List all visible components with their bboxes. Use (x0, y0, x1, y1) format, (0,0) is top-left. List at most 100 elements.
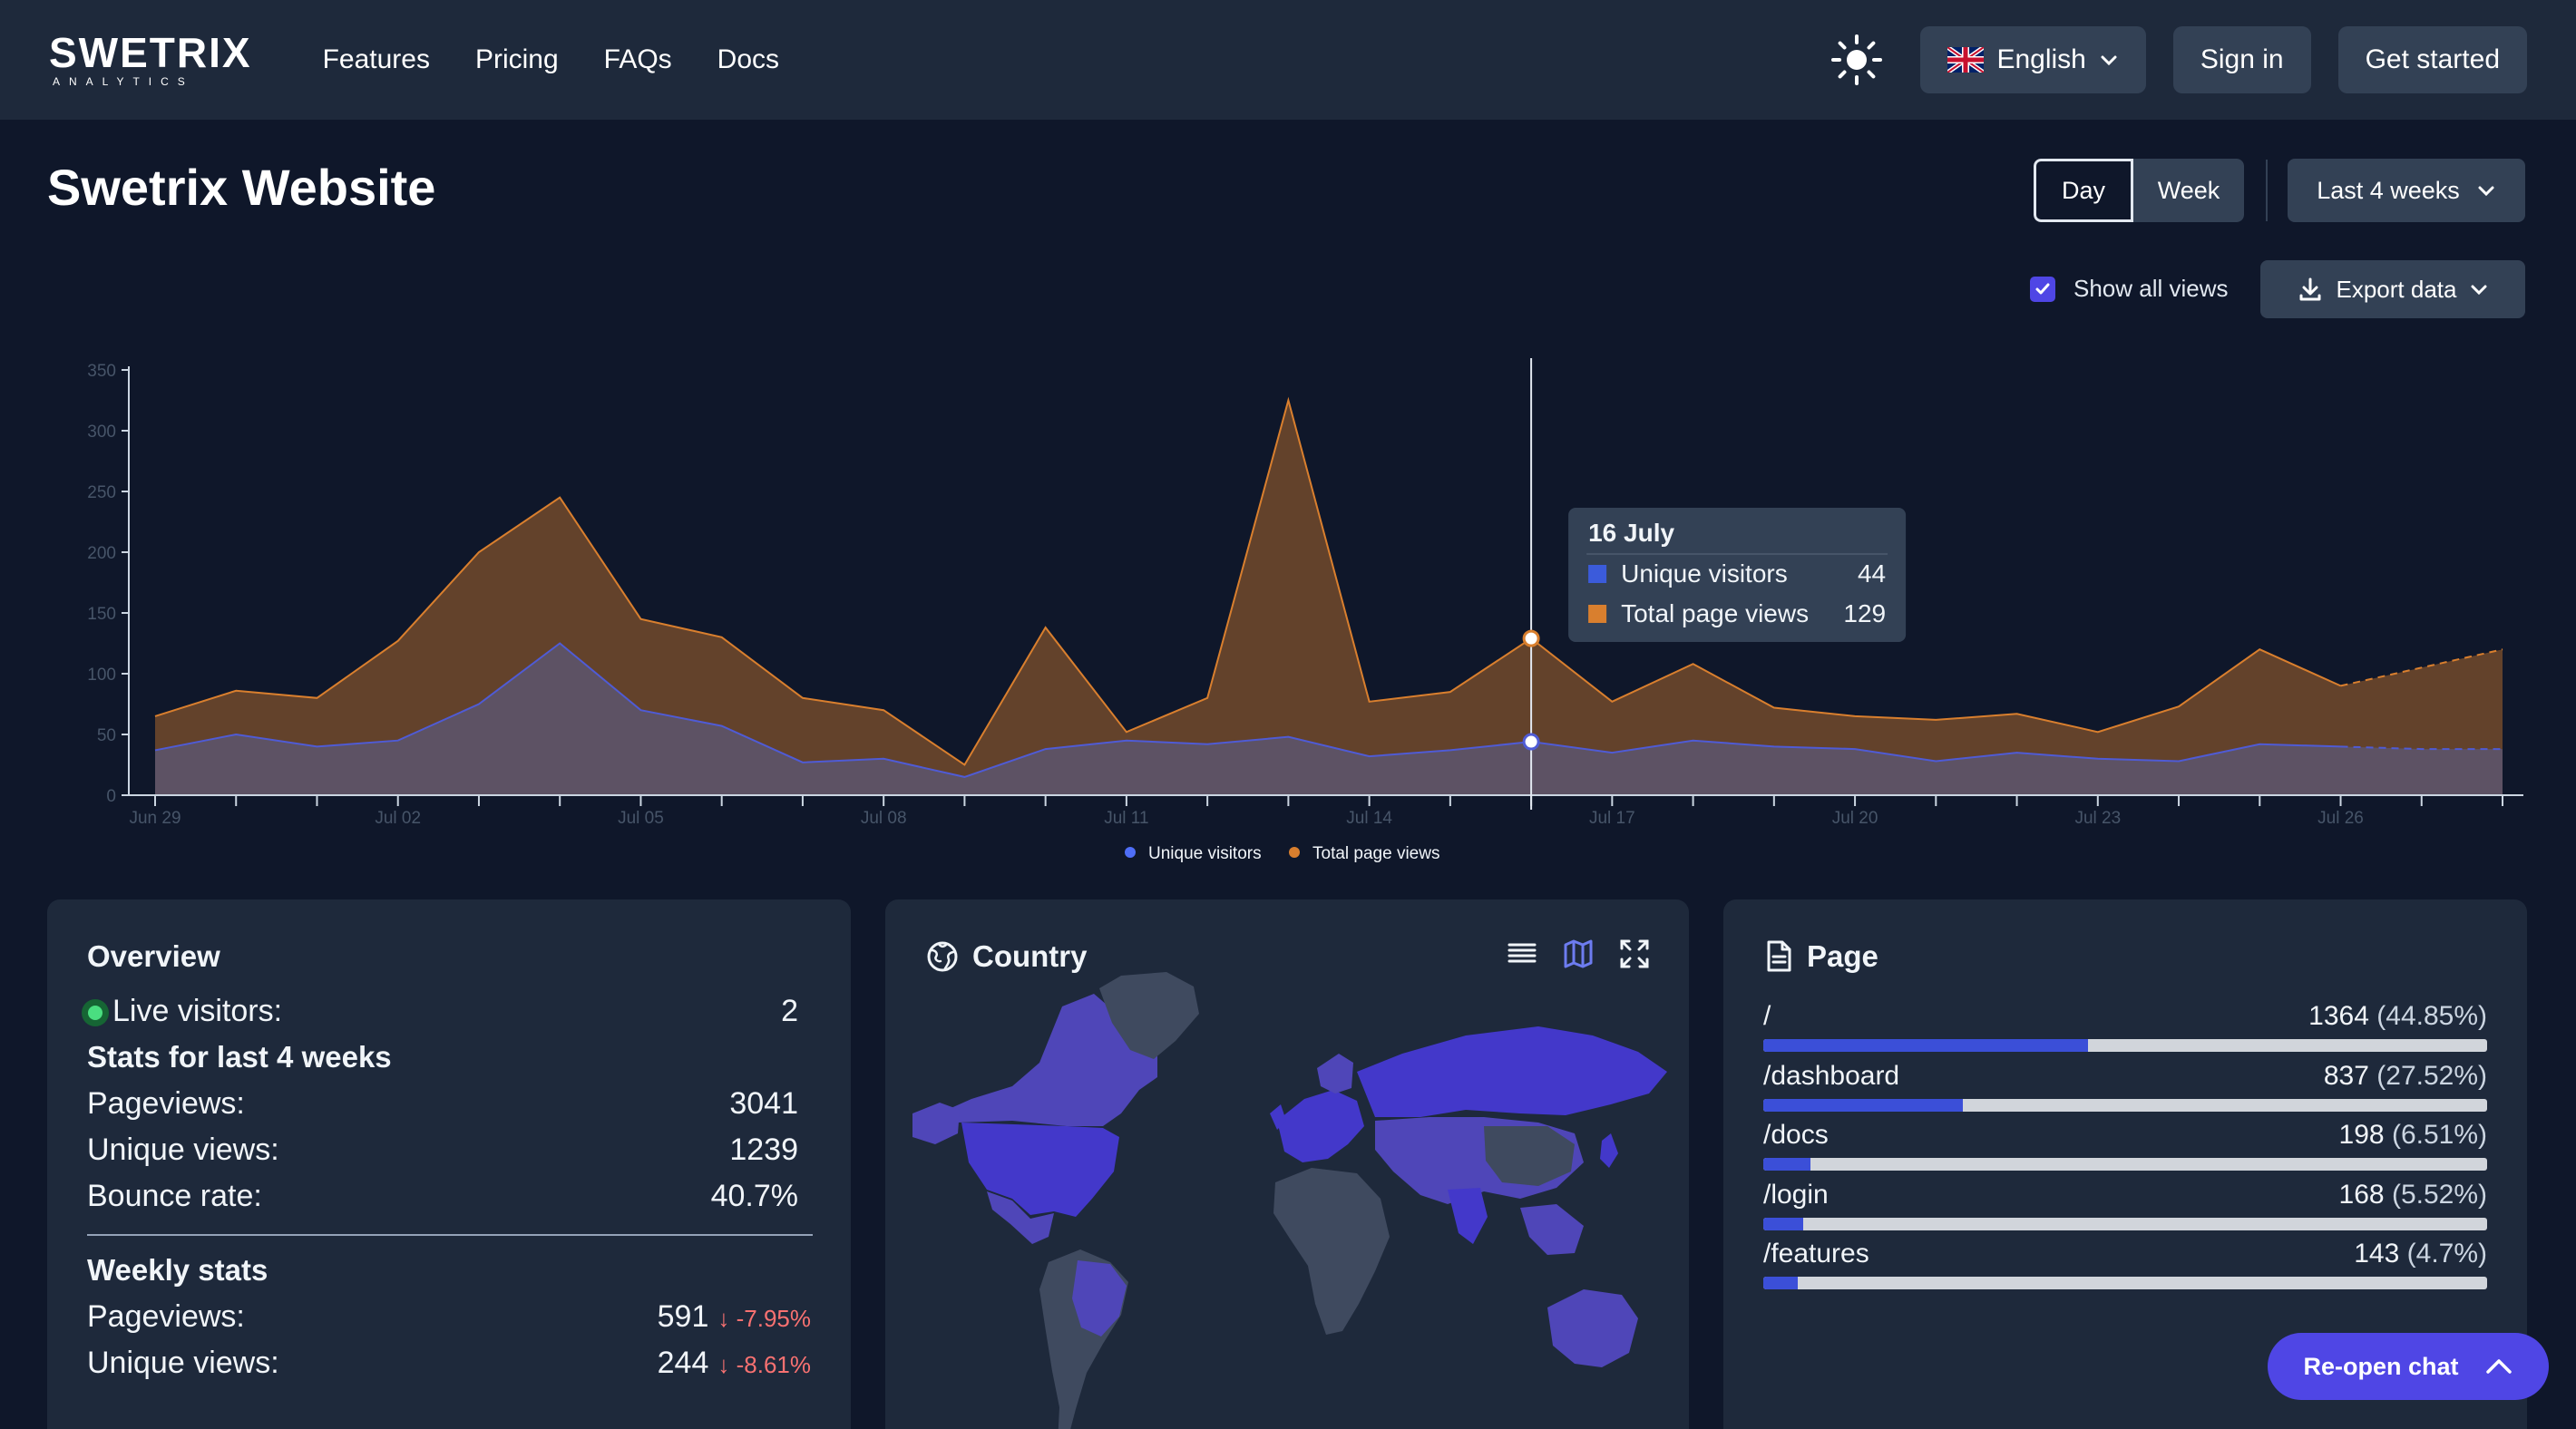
show-all-views-toggle: Show all views (2030, 275, 2229, 303)
document-icon (1767, 940, 1791, 972)
page-bar-track (1763, 1218, 2487, 1230)
page-row[interactable]: /features 143 (4.7%) (1763, 1239, 2487, 1289)
export-data-button[interactable]: Export data (2260, 260, 2525, 318)
nav-actions: English Sign in Get started (1830, 26, 2527, 93)
chevron-up-icon (2485, 1359, 2512, 1374)
show-all-views-checkbox[interactable] (2030, 276, 2055, 302)
map-icon[interactable] (1562, 938, 1595, 970)
page-title-label: Page (1807, 939, 1878, 973)
logo-subtitle: ANALYTICS (53, 75, 194, 88)
map-region-russia[interactable] (1357, 1026, 1667, 1117)
reopen-chat-button[interactable]: Re-open chat (2268, 1333, 2549, 1400)
map-region-india[interactable] (1448, 1188, 1488, 1244)
page-bar-track (1763, 1099, 2487, 1112)
time-bucket-toggle: Day Week (2034, 159, 2244, 222)
line-total-page-views (154, 396, 2341, 766)
hover-point (1522, 629, 1540, 647)
bounce-rate-label: Bounce rate: (87, 1179, 262, 1213)
country-view-toggles (1506, 938, 1651, 970)
area-unique-visitors (155, 643, 2503, 795)
nav-link-faqs[interactable]: FAQs (603, 44, 672, 74)
page-count: 198 (2338, 1120, 2385, 1150)
page-header: Page (1763, 939, 1878, 974)
bounce-rate-row: Bounce rate: 40.7% (87, 1179, 798, 1214)
chevron-down-icon (2471, 285, 2487, 296)
traffic-chart: 0 50 100 150 200 250 300 350 Jun 29 Jul 02 Jul 05 J… (87, 358, 2523, 863)
map-region-africa[interactable] (1273, 1168, 1390, 1335)
chevron-down-icon (2101, 55, 2117, 66)
arrow-down-icon: ↓ (717, 1351, 730, 1378)
forecast-line-unique-visitors (2340, 745, 2503, 751)
map-region-china[interactable] (1484, 1126, 1575, 1186)
map-region-southeast-asia[interactable] (1520, 1204, 1584, 1255)
list-icon[interactable] (1506, 938, 1538, 970)
period-dropdown[interactable]: Last 4 weeks (2288, 159, 2525, 222)
get-started-button[interactable]: Get started (2337, 26, 2527, 93)
x-tick-label: Jul 14 (1346, 809, 1392, 828)
chevron-down-icon (2478, 186, 2494, 197)
map-region-mexico[interactable] (987, 1191, 1054, 1244)
page-percent: (44.85%) (2376, 1001, 2487, 1031)
show-all-views-label: Show all views (2073, 275, 2229, 302)
sun-icon[interactable] (1830, 33, 1884, 87)
page-row[interactable]: /dashboard 837 (27.52%) (1763, 1061, 2487, 1112)
live-visitors-label: Live visitors: (112, 994, 283, 1028)
x-tick-label: Jul 26 (2317, 809, 2364, 828)
day-button[interactable]: Day (2034, 159, 2133, 222)
unique-views-value: 1239 (729, 1133, 798, 1167)
page-path: /features (1763, 1239, 1869, 1269)
y-tick-label: 300 (87, 423, 116, 442)
x-tick-label: Jul 05 (618, 809, 664, 828)
page-bar-track (1763, 1158, 2487, 1171)
tooltip-row-label: Total page views (1621, 599, 1809, 627)
map-region-scandinavia[interactable] (1317, 1054, 1353, 1094)
nav-link-pricing[interactable]: Pricing (474, 44, 559, 74)
map-region-greenland[interactable] (1099, 972, 1199, 1059)
country-header: Country (925, 939, 1088, 974)
page-row[interactable]: /docs 198 (6.51%) (1763, 1120, 2487, 1171)
sign-in-button[interactable]: Sign in (2172, 26, 2311, 93)
y-tick-label: 250 (87, 483, 116, 502)
page-row[interactable]: / 1364 (44.85%) (1763, 1001, 2487, 1052)
tooltip-row-label: Unique visitors (1621, 559, 1788, 588)
x-tick-label: Jul 20 (1832, 809, 1878, 828)
fullscreen-icon[interactable] (1618, 938, 1651, 970)
map-region-canada[interactable] (931, 994, 1157, 1126)
x-tick-label: Jul 23 (2074, 809, 2121, 828)
map-region-usa[interactable] (961, 1123, 1119, 1217)
live-visitors-value: 2 (781, 994, 798, 1028)
weekly-unique-label: Unique views: (87, 1346, 279, 1380)
legend-label: Total page views (1312, 844, 1439, 863)
map-region-japan[interactable] (1600, 1133, 1618, 1168)
y-tick-label: 200 (87, 544, 116, 563)
week-button[interactable]: Week (2133, 159, 2244, 222)
weekly-unique-row: Unique views: 244 ↓ -8.61% (87, 1346, 811, 1381)
x-tick-label: Jul 17 (1589, 809, 1635, 828)
world-map[interactable] (885, 899, 1689, 1429)
pageviews-row: Pageviews: 3041 (87, 1086, 798, 1122)
map-region-uk[interactable] (1270, 1104, 1286, 1130)
page-bar-fill (1763, 1158, 1810, 1171)
legend-label: Unique visitors (1148, 844, 1262, 863)
chart-tooltip-box (1568, 508, 1907, 642)
weekly-pageviews-value: 591 (657, 1299, 709, 1334)
swetrix-logo[interactable]: SWETRIX ANALYTICS (49, 32, 252, 88)
map-region-europe[interactable] (1277, 1090, 1364, 1162)
nav-links: Features Pricing FAQs Docs (323, 44, 779, 75)
map-region-brazil[interactable] (1072, 1260, 1127, 1337)
unique-views-row: Unique views: 1239 (87, 1133, 798, 1168)
y-tick-label: 100 (87, 666, 116, 685)
x-tick-label: Jun 29 (129, 809, 181, 828)
nav-link-docs[interactable]: Docs (717, 44, 780, 74)
map-region-alaska[interactable] (912, 1103, 960, 1144)
language-selector[interactable]: English (1920, 26, 2146, 93)
nav-link-features[interactable]: Features (322, 44, 430, 74)
page-row[interactable]: /login 168 (5.52%) (1763, 1180, 2487, 1230)
weekly-stats-title: Weekly stats (87, 1253, 268, 1287)
area-total-page-views (155, 400, 2503, 795)
page-title: Swetrix Website (47, 159, 436, 216)
export-data-label: Export data (2336, 275, 2457, 303)
map-region-australia[interactable] (1547, 1289, 1638, 1367)
legend-dot (1289, 847, 1300, 858)
page-count: 168 (2338, 1180, 2385, 1210)
